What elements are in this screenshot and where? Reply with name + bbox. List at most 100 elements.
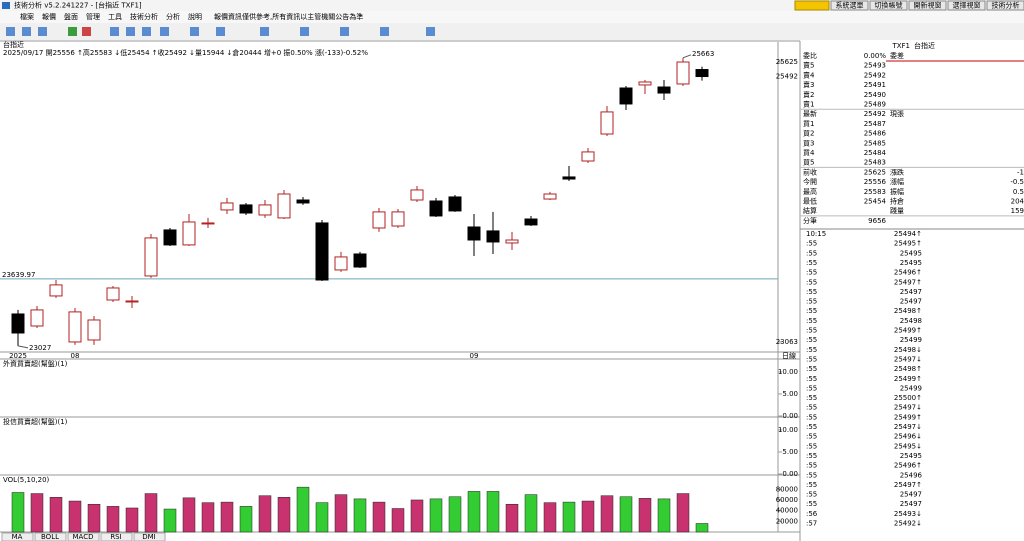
top-button[interactable] — [947, 0, 986, 11]
tick-price: 25498↑ — [894, 307, 922, 315]
tool-icon[interactable] — [160, 27, 169, 36]
top-button[interactable] — [830, 0, 869, 11]
top-button-label[interactable]: 開新視窗 — [914, 1, 942, 10]
candle-body — [372, 211, 386, 229]
tick-time: :55 — [806, 336, 817, 344]
volume-bar — [410, 499, 424, 533]
y-tick-label: 5.00 — [782, 390, 798, 398]
tool-icon[interactable] — [68, 27, 77, 36]
tick-price: 25497 — [900, 298, 922, 306]
y-tick-label: 23063 — [776, 338, 798, 346]
tick-price: 25497↓ — [894, 355, 922, 363]
volume-bar — [201, 502, 215, 533]
volume-bar — [486, 491, 500, 533]
candle-body — [600, 111, 614, 135]
menu-item[interactable]: 工具 — [108, 13, 122, 21]
candle-body — [144, 237, 158, 277]
top-button[interactable] — [986, 0, 1024, 11]
high-label: 25663 — [692, 50, 714, 58]
quote-value: 25483 — [864, 159, 886, 167]
candle-body — [296, 199, 310, 204]
low-marker — [17, 345, 29, 349]
top-button[interactable] — [869, 0, 908, 11]
top-button-label[interactable]: 切換帳號 — [875, 1, 903, 10]
quote-value: 25454 — [864, 198, 887, 206]
tool-icon[interactable] — [260, 27, 269, 36]
menu-item[interactable]: 技術分析 — [130, 12, 158, 21]
tool-icon[interactable] — [380, 27, 389, 36]
top-button-label[interactable]: 技術分析 — [992, 1, 1020, 10]
tool-icon[interactable] — [6, 27, 15, 36]
indicator-tab-label[interactable]: MA — [12, 533, 23, 541]
quote-label: 買5 — [803, 159, 814, 167]
tick-price: 25499↑ — [894, 375, 922, 383]
top-button[interactable] — [908, 0, 947, 11]
y-tick-label: 25625 — [776, 58, 798, 66]
tool-icon[interactable] — [190, 27, 199, 36]
quote-label: 賣3 — [803, 80, 814, 89]
tick-price: 25499 — [900, 384, 922, 392]
menu-item[interactable]: 管理 — [86, 12, 100, 21]
volume-bar — [391, 508, 405, 533]
candle-body — [87, 319, 101, 341]
tick-time: :55 — [806, 317, 817, 325]
tick-time: :55 — [806, 384, 817, 392]
menu-item[interactable]: 報價 — [42, 12, 56, 21]
quote-label: 現張 — [890, 110, 904, 118]
tick-price: 25498↓ — [894, 346, 922, 354]
tool-icon[interactable] — [340, 27, 349, 36]
tool-icon[interactable] — [82, 27, 91, 36]
indicator-tab-label[interactable]: DMI — [142, 533, 156, 541]
tick-time: 10:15 — [806, 230, 826, 238]
quote-value: 25492 — [864, 110, 886, 118]
candle-body — [277, 193, 291, 219]
quote-label: 買1 — [803, 120, 814, 128]
indicator-tab[interactable] — [34, 532, 67, 541]
y-tick-label: 5.00 — [782, 448, 798, 456]
indicator-tab-label[interactable]: MACD — [73, 533, 94, 541]
tool-icon[interactable] — [110, 27, 119, 36]
tick-time: :55 — [806, 375, 817, 383]
chart-title: 台指近 — [3, 40, 24, 49]
tool-icon[interactable] — [216, 27, 225, 36]
candle-body — [695, 69, 709, 78]
indicator-tab[interactable] — [67, 532, 100, 541]
reference-label: 23639.97 — [2, 271, 35, 279]
notice: 報價資訊僅供參考,所有資訊以主管機關公告為準 — [214, 12, 363, 21]
indicator-tab-label[interactable]: BOLL — [41, 533, 59, 541]
tick-price: 25492↓ — [894, 520, 922, 528]
tool-icon[interactable] — [142, 27, 151, 36]
tick-price: 25496 — [900, 471, 923, 479]
tool-icon[interactable] — [300, 27, 309, 36]
tool-icon[interactable] — [22, 27, 31, 36]
tool-icon[interactable] — [38, 27, 47, 36]
candle-body — [49, 284, 63, 297]
indicator-tab[interactable] — [100, 532, 133, 541]
tick-time: :55 — [806, 433, 817, 441]
tool-icon[interactable] — [126, 27, 135, 36]
menu-item[interactable]: 說明 — [188, 12, 202, 21]
volume-bar — [638, 498, 652, 533]
top-button-label[interactable]: 選擇視窗 — [953, 1, 981, 10]
menu-bar — [0, 11, 1024, 23]
tick-time: :55 — [806, 413, 817, 421]
tick-time: :55 — [806, 307, 817, 315]
menu-item[interactable]: 分析 — [166, 12, 180, 21]
volume-bar — [11, 492, 25, 533]
quote-label: 今開 — [803, 177, 817, 186]
top-button-label[interactable]: 系統選單 — [836, 1, 864, 10]
tool-icon[interactable] — [426, 27, 435, 36]
period-label: 日線 — [782, 351, 796, 360]
quote-symbol: TXF1 — [891, 42, 910, 50]
indicator-tab-label[interactable]: RSI — [110, 533, 121, 541]
quote-value: 159 — [1011, 207, 1024, 215]
quote-label: 踐量 — [890, 206, 904, 215]
indicator-tab[interactable] — [1, 532, 34, 541]
menu-item[interactable]: 檔案 — [20, 12, 34, 21]
volume-bar — [695, 523, 709, 533]
quote-value: 25487 — [864, 120, 886, 128]
candle-body — [353, 253, 367, 268]
volume-bar — [448, 496, 462, 533]
indicator-tab[interactable] — [133, 532, 166, 541]
menu-item[interactable]: 盤面 — [64, 12, 78, 21]
